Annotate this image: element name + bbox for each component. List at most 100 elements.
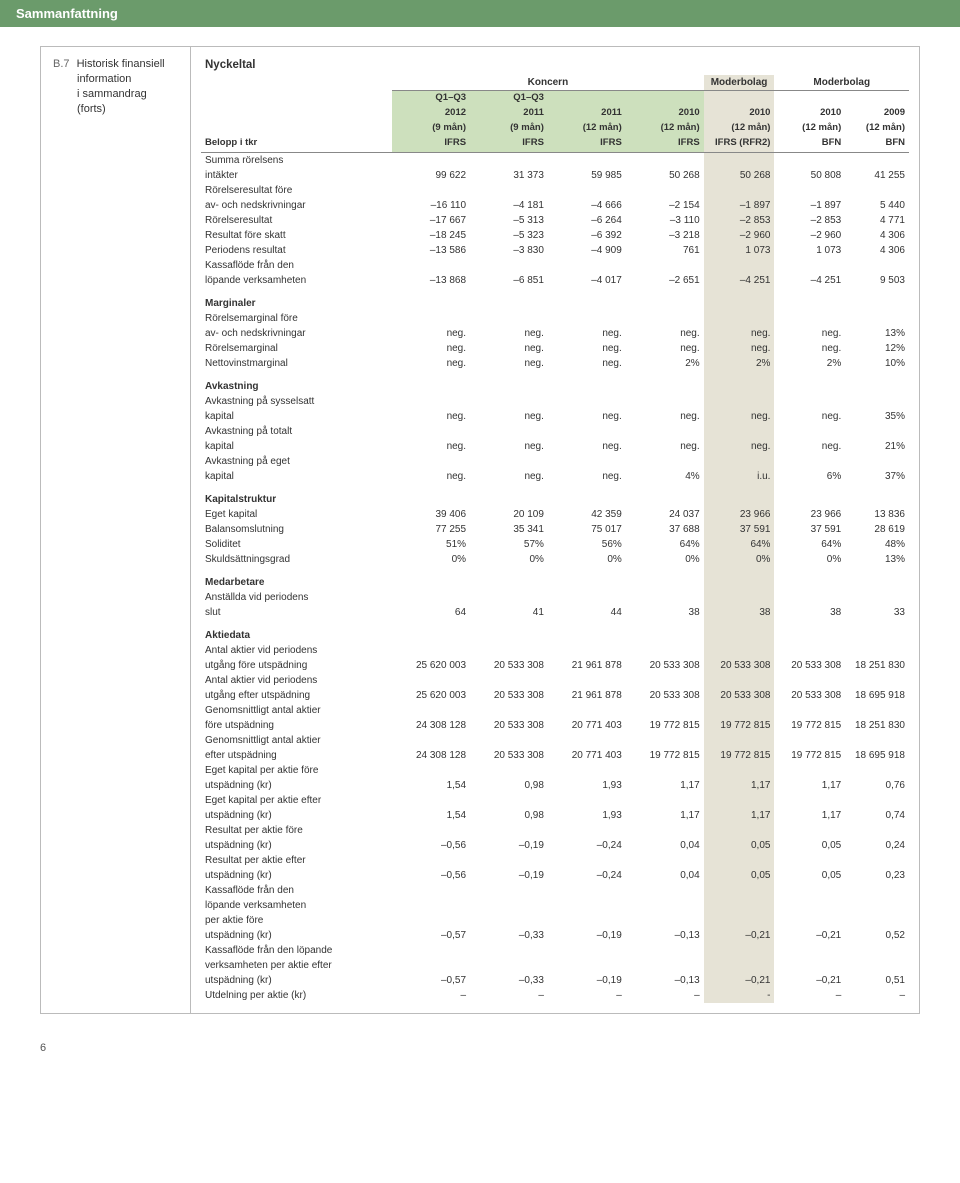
table-cell: 2009 — [845, 106, 909, 121]
table-cell: av- och nedskrivningar — [201, 326, 392, 341]
header-title: Sammanfattning — [16, 6, 118, 21]
table-cell: 1,93 — [548, 808, 626, 823]
table-cell — [774, 311, 845, 326]
table-cell — [626, 898, 704, 913]
table-cell: – — [845, 988, 909, 1003]
right-column: NyckeltalKoncernModerbolagModerbolagQ1–Q… — [191, 47, 919, 1013]
table-cell — [548, 454, 626, 469]
table-cell: Kapitalstruktur — [201, 484, 392, 507]
table-cell — [845, 733, 909, 748]
table-cell: –5 313 — [470, 213, 548, 228]
table-cell: 51% — [392, 537, 470, 552]
table-cell: 13% — [845, 326, 909, 341]
table-cell — [392, 288, 470, 311]
table-cell — [704, 57, 775, 75]
table-cell: neg. — [392, 409, 470, 424]
table-cell: –3 218 — [626, 228, 704, 243]
table-cell: Eget kapital per aktie efter — [201, 793, 392, 808]
table-cell — [845, 958, 909, 973]
table-cell: utspädning (kr) — [201, 868, 392, 883]
table-cell — [626, 183, 704, 198]
table-cell — [548, 643, 626, 658]
table-cell: av- och nedskrivningar — [201, 198, 392, 213]
table-cell — [470, 152, 548, 168]
table-cell — [392, 643, 470, 658]
table-cell — [626, 853, 704, 868]
table-cell: 1,17 — [704, 808, 775, 823]
table-cell: 59 985 — [548, 168, 626, 183]
table-cell: 20 533 308 — [704, 688, 775, 703]
table-cell — [626, 733, 704, 748]
table-cell: –13 868 — [392, 273, 470, 288]
item-key: B.7 — [53, 58, 70, 70]
table-cell: i.u. — [704, 469, 775, 484]
table-cell: Rörelseresultat — [201, 213, 392, 228]
table-cell: 41 255 — [845, 168, 909, 183]
table-cell: 1,17 — [774, 808, 845, 823]
table-cell: före utspädning — [201, 718, 392, 733]
table-cell: neg. — [704, 326, 775, 341]
table-cell — [470, 394, 548, 409]
table-cell: (12 mån) — [704, 121, 775, 136]
table-cell — [470, 943, 548, 958]
table-cell: –0,13 — [626, 973, 704, 988]
table-cell: 0,05 — [774, 868, 845, 883]
table-cell: 25 620 003 — [392, 658, 470, 673]
table-cell: 13% — [845, 552, 909, 567]
table-cell — [626, 703, 704, 718]
table-cell — [548, 394, 626, 409]
table-cell: 1,17 — [626, 808, 704, 823]
table-cell — [626, 823, 704, 838]
table-cell: 23 966 — [774, 507, 845, 522]
table-cell — [845, 898, 909, 913]
table-cell: löpande verksamheten — [201, 898, 392, 913]
table-cell — [392, 152, 470, 168]
table-cell — [548, 484, 626, 507]
table-cell: Soliditet — [201, 537, 392, 552]
table-cell — [626, 567, 704, 590]
table-cell: –6 264 — [548, 213, 626, 228]
table-cell: –6 392 — [548, 228, 626, 243]
table-cell: (12 mån) — [548, 121, 626, 136]
table-cell — [392, 898, 470, 913]
table-cell — [392, 590, 470, 605]
table-cell — [845, 258, 909, 273]
table-cell — [470, 823, 548, 838]
table-cell — [704, 703, 775, 718]
table-cell — [774, 371, 845, 394]
table-cell: 761 — [626, 243, 704, 258]
table-cell: neg. — [704, 341, 775, 356]
table-cell: neg. — [704, 409, 775, 424]
table-cell: – — [470, 988, 548, 1003]
table-cell — [548, 793, 626, 808]
table-cell: –1 897 — [774, 198, 845, 213]
table-cell — [626, 943, 704, 958]
table-cell — [774, 913, 845, 928]
table-cell: Genomsnittligt antal aktier — [201, 703, 392, 718]
table-cell — [548, 371, 626, 394]
table-cell: Avkastning på totalt — [201, 424, 392, 439]
table-cell — [774, 288, 845, 311]
table-cell — [470, 454, 548, 469]
table-cell: –0,19 — [548, 928, 626, 943]
table-cell: –0,57 — [392, 928, 470, 943]
table-cell: 0,24 — [845, 838, 909, 853]
table-cell: per aktie före — [201, 913, 392, 928]
table-cell: (12 mån) — [774, 121, 845, 136]
table-cell — [392, 763, 470, 778]
table-cell — [626, 258, 704, 273]
table-cell: intäkter — [201, 168, 392, 183]
table-cell: neg. — [392, 469, 470, 484]
table-cell: 19 772 815 — [704, 718, 775, 733]
table-cell — [470, 258, 548, 273]
table-cell: kapital — [201, 469, 392, 484]
table-cell: –3 110 — [626, 213, 704, 228]
table-cell — [845, 590, 909, 605]
table-cell: 19 772 815 — [626, 718, 704, 733]
table-cell — [845, 152, 909, 168]
table-cell: –2 960 — [774, 228, 845, 243]
table-cell — [845, 913, 909, 928]
table-cell: 18 251 830 — [845, 718, 909, 733]
table-cell: 33 — [845, 605, 909, 620]
table-cell — [774, 57, 845, 75]
